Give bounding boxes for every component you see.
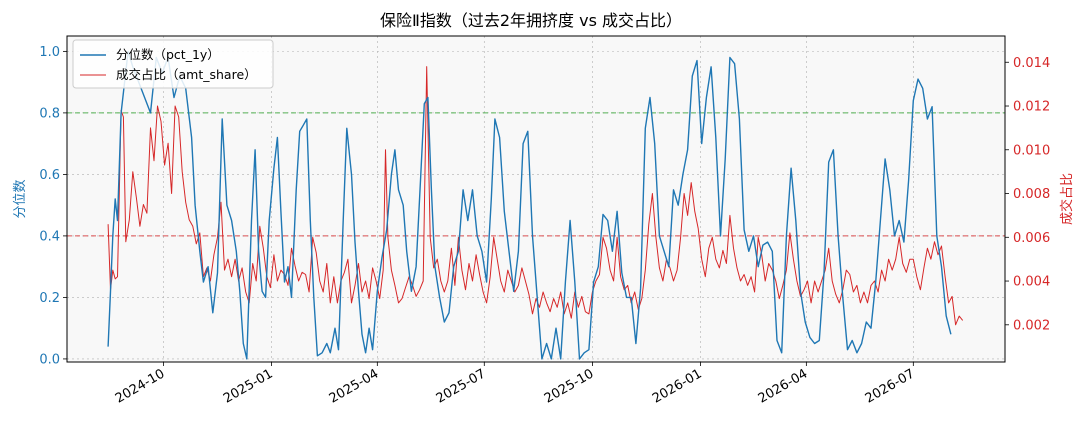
- legend-label-amt: 成交占比（amt_share）: [116, 67, 257, 82]
- x-tick-label: 2025-04: [327, 366, 382, 406]
- legend: 分位数（pct_1y） 成交占比（amt_share）: [72, 39, 274, 89]
- chart-title: 保险Ⅱ指数（过去2年拥挤度 vs 成交占比）: [380, 11, 682, 30]
- x-tick-label: 2024-10: [113, 366, 168, 406]
- y-axis-label-left: 分位数: [13, 179, 28, 218]
- y-axis-label-right: 成交占比: [1059, 173, 1075, 225]
- y-tick-label-left: 0.6: [39, 168, 60, 183]
- y-tick-label-right: 0.002: [1013, 318, 1050, 333]
- y-tick-label-left: 0.0: [39, 352, 60, 367]
- x-tick-label: 2026-01: [650, 366, 705, 406]
- y-tick-label-left: 1.0: [39, 45, 60, 60]
- series-layer: [107, 50, 964, 360]
- y-tick-label-right: 0.004: [1013, 275, 1050, 290]
- y-tick-label-right: 0.006: [1013, 231, 1050, 246]
- x-tick-label: 2025-01: [221, 366, 276, 406]
- legend-box: [72, 39, 274, 89]
- series-line-pct-1y: [107, 50, 952, 360]
- y-tick-label-right: 0.010: [1013, 143, 1050, 158]
- x-tick-label: 2025-10: [542, 366, 597, 406]
- reference-lines: [67, 112, 1005, 237]
- series-line-amt-share: [107, 66, 964, 326]
- x-tick-label: 2026-07: [863, 366, 918, 406]
- x-tick-label: 2026-04: [756, 366, 811, 406]
- plot-area: [67, 36, 1005, 362]
- y-tick-label-right: 0.014: [1013, 56, 1050, 71]
- x-tick-label: 2025-07: [434, 366, 489, 406]
- y-tick-label-left: 0.4: [39, 229, 60, 244]
- plot-frame: [66, 35, 1006, 363]
- legend-label-pct: 分位数（pct_1y）: [116, 47, 220, 62]
- y-tick-label-right: 0.012: [1013, 100, 1050, 115]
- y-tick-label-left: 0.8: [39, 106, 60, 121]
- y-tick-label-right: 0.008: [1013, 187, 1050, 202]
- y-tick-label-left: 0.2: [39, 291, 60, 306]
